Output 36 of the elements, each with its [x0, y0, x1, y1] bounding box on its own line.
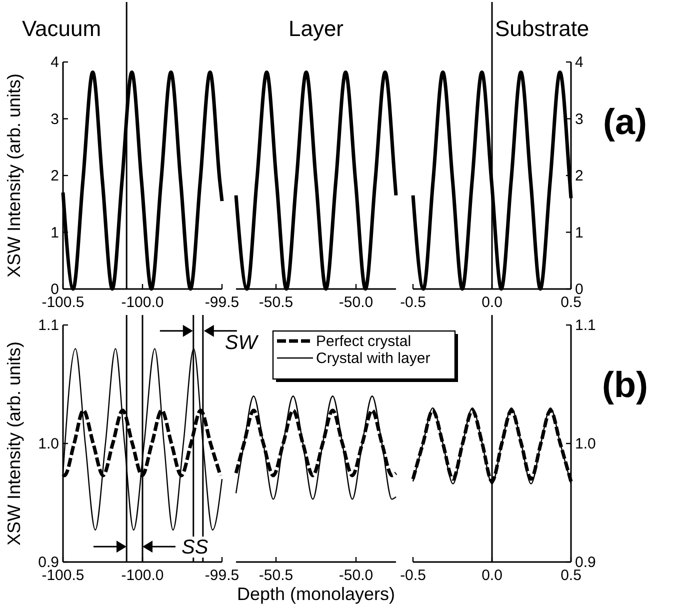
chart-title: Layer	[288, 16, 344, 41]
text: (b)	[602, 364, 648, 405]
annotation: SS	[182, 536, 209, 559]
y2-tick-label: 2	[575, 168, 584, 184]
y-tick-label: 1.1	[38, 317, 59, 334]
x-tick-label: 0.0	[482, 294, 502, 311]
x-tick-label: -0.5	[400, 567, 426, 584]
y-tick-label: 3	[50, 110, 59, 128]
y-tick-label: 2	[50, 168, 59, 184]
x-tick-label: -0.5	[400, 294, 426, 311]
y-axis-title: XSW Intensity (arb. units)	[4, 73, 24, 278]
x-tick-label: -99.5	[204, 294, 240, 311]
y2-tick-label: 3	[575, 110, 584, 128]
chart-title: Vacuum	[22, 16, 102, 41]
x-tick-label: -50.0	[338, 567, 374, 584]
y2-tick-label: 1	[575, 224, 584, 242]
y-tick-label: 1	[50, 224, 59, 242]
y-tick-label: 4	[50, 54, 59, 71]
chart-title: Substrate	[495, 16, 590, 41]
x-tick-label: -50.0	[338, 294, 374, 311]
y2-tick-label: 1.0	[575, 436, 596, 452]
x-tick-label: -50.5	[258, 567, 294, 584]
y-tick-label: 1.0	[38, 436, 59, 452]
y2-tick-label: 1.1	[575, 317, 596, 334]
x-axis-title: Depth (monolayers)	[236, 584, 396, 604]
annotation: SW	[224, 332, 260, 354]
x-tick-label: -100.0	[121, 567, 164, 584]
x-tick-label: -100.0	[121, 294, 164, 311]
text: (a)	[603, 101, 647, 142]
y2-tick-label: 4	[575, 54, 584, 71]
x-tick-label: 0.0	[482, 567, 502, 584]
x-tick-label: -50.5	[258, 294, 294, 311]
legend-label: Crystal with layer	[316, 350, 430, 367]
legend-label: Perfect crystal	[316, 333, 412, 350]
x-tick-label: -99.5	[204, 567, 240, 584]
y-axis-title: XSW Intensity (arb. units)	[4, 341, 24, 546]
